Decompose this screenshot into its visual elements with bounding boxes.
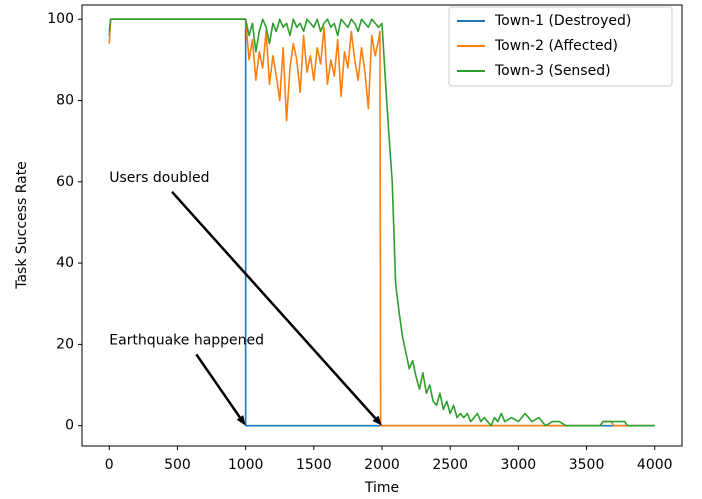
- legend-label: Town-3 (Sensed): [494, 63, 611, 79]
- y-tick-label: 20: [56, 336, 74, 352]
- legend: Town-1 (Destroyed) Town-2 (Affected) Town-…: [448, 6, 673, 87]
- x-tick-label: 1000: [228, 457, 264, 473]
- legend-label: Town-2 (Affected): [494, 38, 618, 54]
- y-tick-label: 60: [56, 174, 74, 190]
- series-line: [108, 18, 655, 427]
- legend-label: Town-1 (Destroyed): [494, 13, 631, 29]
- y-tick-label: 80: [56, 93, 74, 109]
- annotation-text: Users doubled: [109, 170, 209, 186]
- annotation-arrow: [195, 353, 241, 419]
- plot-lines: [108, 18, 655, 427]
- annotation-arrowhead: [372, 415, 382, 426]
- x-axis-label: Time: [364, 480, 399, 496]
- series-line: [108, 18, 655, 427]
- x-tick-label: 1500: [296, 457, 332, 473]
- annotation-text: Earthquake happened: [109, 332, 264, 348]
- y-axis-label: Task Success Rate: [14, 161, 30, 290]
- x-tick-label: 4000: [637, 457, 673, 473]
- y-tick-label: 40: [56, 255, 74, 271]
- annotation-arrowhead: [236, 415, 246, 426]
- y-tick-label: 100: [47, 11, 74, 27]
- x-tick-label: 500: [164, 457, 191, 473]
- y-tick-label: 0: [65, 418, 74, 434]
- x-tick-label: 2500: [432, 457, 468, 473]
- x-tick-label: 3500: [569, 457, 605, 473]
- annotation-arrow: [171, 190, 377, 420]
- legend-box: [448, 6, 673, 87]
- x-tick-label: 2000: [364, 457, 400, 473]
- x-tick-label: 0: [105, 457, 114, 473]
- x-tick-label: 3000: [501, 457, 537, 473]
